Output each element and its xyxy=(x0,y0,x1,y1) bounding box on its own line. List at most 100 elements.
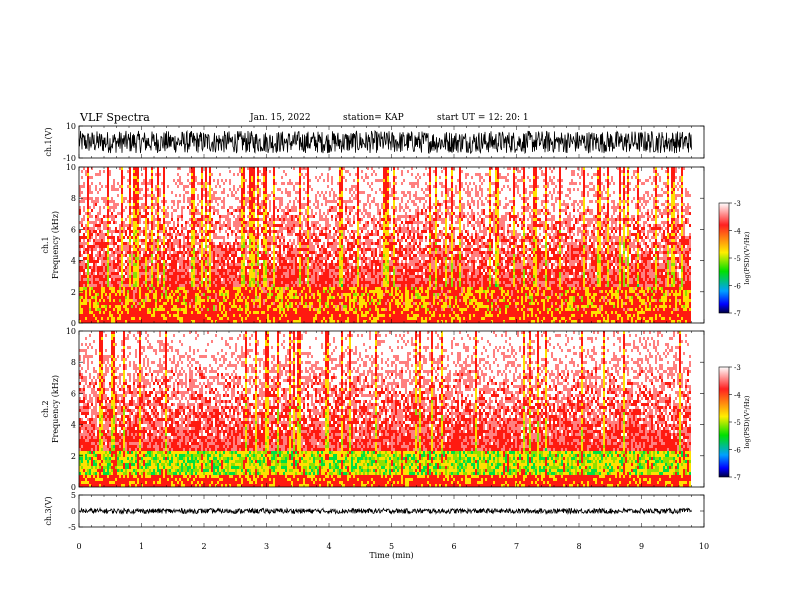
ch1-spectrogram-panel: 0246810ch.1 Frequency (kHz) xyxy=(41,163,704,328)
spectrogram-cell xyxy=(113,278,115,281)
spectrogram-cell xyxy=(93,221,95,224)
spectrogram-cell xyxy=(83,242,85,245)
spectrogram-cell xyxy=(109,284,111,287)
spectrogram-cell xyxy=(127,302,129,305)
spectrogram-cell xyxy=(109,221,111,224)
spectrogram-cell xyxy=(109,317,111,320)
spectrogram-cell xyxy=(103,269,105,272)
spectrogram-cell xyxy=(99,290,101,293)
spectrogram-cell xyxy=(125,311,127,314)
spectrogram-cell xyxy=(91,209,93,212)
spectrogram-cell xyxy=(83,293,85,296)
spectrogram-cell xyxy=(85,311,87,314)
spectrogram-cell xyxy=(119,191,121,194)
spectrogram-cell xyxy=(115,311,117,314)
spectrogram-cell xyxy=(131,185,133,188)
spectrogram-cell xyxy=(89,254,91,257)
spectrogram-cell xyxy=(99,212,101,215)
spectrogram-cell xyxy=(123,269,125,272)
spectrogram-cell xyxy=(81,272,83,275)
spectrogram-cell xyxy=(99,200,101,203)
y-axis-label: ch.1(V) xyxy=(44,127,53,156)
spectrogram-cell xyxy=(99,224,101,227)
spectrogram-cell xyxy=(117,242,119,245)
spectrogram-cell xyxy=(115,218,117,221)
spectrogram-cell xyxy=(129,227,131,230)
spectrogram-cell xyxy=(111,272,113,275)
spectrogram-cell xyxy=(83,182,85,185)
spectrogram-cell xyxy=(103,188,105,191)
spectrogram-cell xyxy=(91,260,93,263)
spectrogram-cell xyxy=(81,305,83,308)
spectrogram-cell xyxy=(111,299,113,302)
spectrogram-cell xyxy=(131,239,133,242)
spectrogram-cell xyxy=(105,272,107,275)
spectrogram-cell xyxy=(131,209,133,212)
spectrogram-cell xyxy=(113,314,115,317)
spectrogram-cell xyxy=(117,305,119,308)
spectrogram-cell xyxy=(93,293,95,296)
spectrogram-cell xyxy=(85,263,87,266)
spectrogram-cell xyxy=(115,287,117,290)
spectrogram-cell xyxy=(113,179,115,182)
spectrogram-cell xyxy=(125,203,127,206)
spectrogram-cell xyxy=(115,230,117,233)
spectrogram-cell xyxy=(87,305,89,308)
spectrogram-cell xyxy=(105,239,107,242)
spectrogram-cell xyxy=(121,251,123,254)
spectrogram-cell xyxy=(121,254,123,257)
spectrogram-cell xyxy=(111,224,113,227)
spectrogram-cell xyxy=(121,206,123,209)
spectrogram-cell xyxy=(81,317,83,320)
spectrogram-cell xyxy=(109,251,111,254)
spectrogram-cell xyxy=(93,185,95,188)
spectrogram-cell xyxy=(131,281,133,284)
spectrogram-cell xyxy=(133,167,135,170)
spectrogram-cell xyxy=(115,284,117,287)
spectrogram-cell xyxy=(125,194,127,197)
spectrogram-cell xyxy=(83,221,85,224)
spectrogram-cell xyxy=(117,233,119,236)
spectrogram-cell xyxy=(117,215,119,218)
spectrogram-cell xyxy=(107,287,109,290)
spectrogram-cell xyxy=(129,215,131,218)
spectrogram-cell xyxy=(103,203,105,206)
spectrogram-cell xyxy=(119,257,121,260)
spectrogram-cell xyxy=(131,293,133,296)
spectrogram-cell xyxy=(91,212,93,215)
spectrogram-cell xyxy=(91,245,93,248)
spectrogram-cell xyxy=(89,278,91,281)
spectrogram-cell xyxy=(91,218,93,221)
spectrogram-cell xyxy=(123,296,125,299)
spectrogram-cell xyxy=(127,188,129,191)
spectrogram-cell xyxy=(101,314,103,317)
spectrogram-cell xyxy=(107,227,109,230)
spectrogram-cell xyxy=(129,251,131,254)
spectrogram-cell xyxy=(93,245,95,248)
spectrogram-cell xyxy=(135,248,137,251)
spectrogram-cell xyxy=(113,284,115,287)
spectrogram-cell xyxy=(133,284,135,287)
spectrogram-cell xyxy=(127,263,129,266)
spectrogram-cell xyxy=(117,221,119,224)
spectrogram-cell xyxy=(103,209,105,212)
spectrogram-cell xyxy=(81,287,83,290)
spectrogram-cell xyxy=(101,170,103,173)
spectrogram-cell xyxy=(119,206,121,209)
spectrogram-cell xyxy=(87,212,89,215)
spectrogram-cell xyxy=(97,311,99,314)
spectrogram-cell xyxy=(125,233,127,236)
spectrogram-cell xyxy=(81,266,83,269)
spectrogram-cell xyxy=(81,182,83,185)
spectrogram-cell xyxy=(135,215,137,218)
spectrogram-cell xyxy=(135,284,137,287)
spectrogram-cell xyxy=(95,287,97,290)
spectrogram-cell xyxy=(111,167,113,170)
spectrogram-cell xyxy=(127,203,129,206)
spectrogram-cell xyxy=(87,317,89,320)
spectrogram-cell xyxy=(89,242,91,245)
spectrogram-cell xyxy=(123,278,125,281)
spectrogram-cell xyxy=(123,248,125,251)
spectrogram-cell xyxy=(103,254,105,257)
spectrogram-cell xyxy=(91,302,93,305)
